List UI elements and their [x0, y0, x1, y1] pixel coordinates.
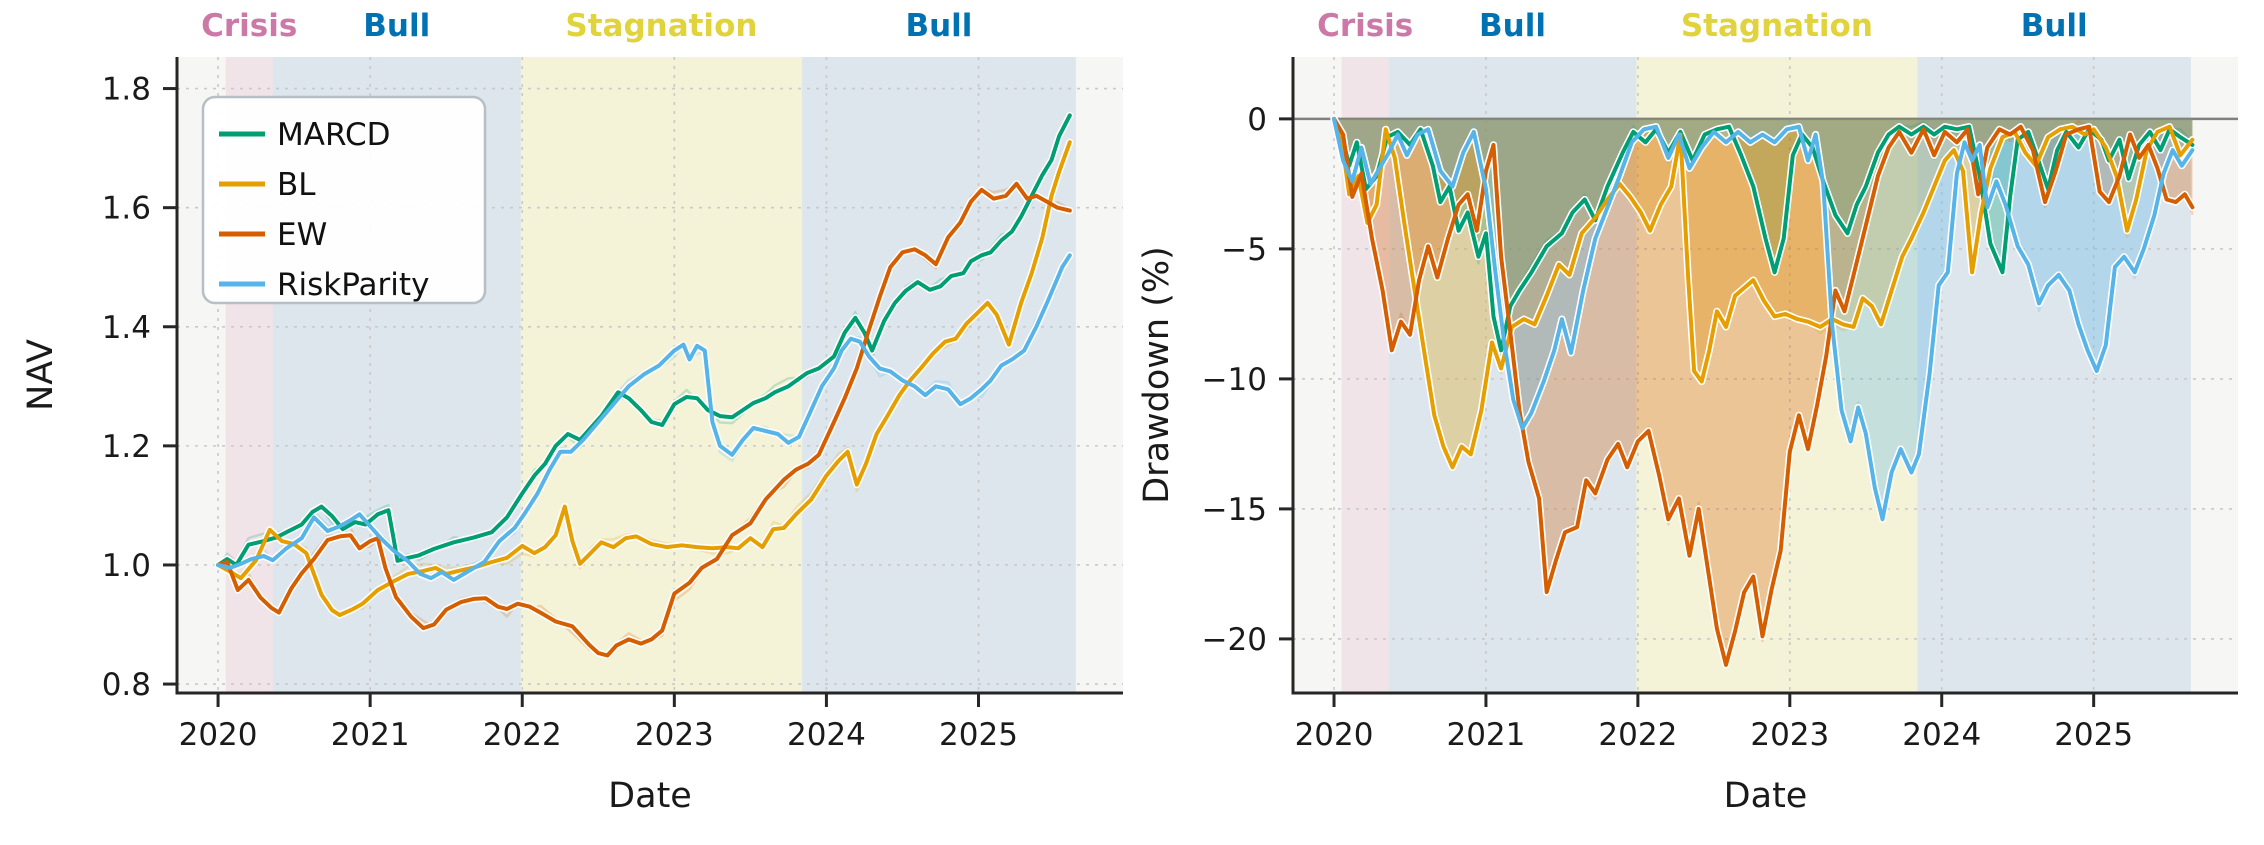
drawdown-regime-label-crisis-0: Crisis — [1317, 8, 1413, 44]
drawdown-series-line-EW — [1332, 116, 2195, 667]
drawdown-x-tick-label: 2025 — [2054, 717, 2133, 753]
nav-regime-label-bull-3: Bull — [905, 8, 972, 44]
drawdown-area-EW — [1334, 118, 2193, 665]
nav-y-tick-label: 1.2 — [102, 429, 151, 465]
drawdown-x-tick-label: 2024 — [1902, 717, 1981, 753]
nav-series-layer — [214, 111, 1074, 660]
nav-x-tick-label: 2020 — [179, 717, 258, 753]
nav-y-tick-label: 1.4 — [102, 310, 151, 346]
drawdown-y-tick-label: −15 — [1202, 492, 1267, 528]
drawdown-regime-label-stagnation-2: Stagnation — [1681, 8, 1873, 44]
drawdown-regime-label-bull-3: Bull — [2021, 8, 2088, 44]
drawdown-regime-label-bull-1: Bull — [1479, 8, 1546, 44]
legend-label-RiskParity: RiskParity — [277, 267, 429, 303]
drawdown-x-tick-label: 2022 — [1598, 717, 1677, 753]
nav-x-tick-label: 2021 — [331, 717, 410, 753]
drawdown-area-MARCD — [1334, 118, 2193, 351]
drawdown-x-tick-label: 2020 — [1295, 717, 1374, 753]
nav-regime-label-bull-1: Bull — [363, 8, 430, 44]
nav-panel: 2020 2021 2022 2023 2024 2025 0.8 1.0 1.2 1.4 1.6 1… — [21, 8, 1123, 816]
nav-x-tick-label: 2022 — [483, 717, 562, 753]
drawdown-ticks — [1279, 117, 2096, 707]
nav-y-tick-label: 0.8 — [102, 667, 151, 703]
nav-ylabel: NAV — [21, 339, 61, 411]
nav-series-line-EW — [216, 181, 1072, 658]
nav-y-tick-label: 1.8 — [102, 72, 151, 108]
drawdown-plot-background — [1293, 57, 2238, 693]
drawdown-area-RiskParity — [1334, 118, 2193, 520]
drawdown-series-layer — [1330, 115, 2196, 669]
legend-label-EW: EW — [277, 217, 327, 253]
drawdown-y-tick-label: 0 — [1247, 102, 1267, 138]
drawdown-xlabel: Date — [1724, 776, 1808, 816]
nav-ticks — [163, 87, 981, 707]
drawdown-y-tick-label: −5 — [1221, 232, 1267, 268]
legend-label-BL: BL — [277, 167, 316, 203]
drawdown-y-tick-label: −20 — [1202, 622, 1267, 658]
drawdown-series-line-MARCD — [1332, 116, 2195, 353]
nav-spines — [175, 57, 1123, 695]
nav-y-tick-label: 1.0 — [102, 548, 151, 584]
drawdown-series-line-RiskParity — [1332, 116, 2195, 522]
drawdown-y-tick-label: −10 — [1202, 362, 1267, 398]
nav-regime-label-stagnation-2: Stagnation — [565, 8, 757, 44]
drawdown-x-tick-label: 2021 — [1446, 717, 1525, 753]
nav-regime-label-crisis-0: Crisis — [201, 8, 297, 44]
legend-label-MARCD: MARCD — [277, 117, 390, 153]
drawdown-spines — [1291, 57, 2238, 695]
nav-y-tick-label: 1.6 — [102, 191, 151, 227]
nav-series-line-BL — [216, 140, 1072, 617]
nav-x-tick-label: 2024 — [787, 717, 866, 753]
nav-series-line-RiskParity — [216, 253, 1072, 582]
nav-x-tick-label: 2025 — [939, 717, 1018, 753]
drawdown-x-tick-label: 2023 — [1750, 717, 1829, 753]
nav-series-line-MARCD — [216, 113, 1072, 567]
nav-xlabel: Date — [608, 776, 692, 816]
nav-regime-band-bull-3 — [802, 57, 1076, 693]
nav-x-tick-label: 2023 — [635, 717, 714, 753]
nav-legend: MARCD BL EW RiskParity — [201, 95, 487, 305]
drawdown-panel: 2020 2021 2022 2023 2024 2025 0 −5 −10 −15 −20 Date… — [1137, 8, 2238, 816]
drawdown-ylabel: Drawdown (%) — [1137, 246, 1177, 504]
nav-regime-band-stagnation-2 — [520, 57, 803, 693]
legend-box — [201, 95, 487, 305]
